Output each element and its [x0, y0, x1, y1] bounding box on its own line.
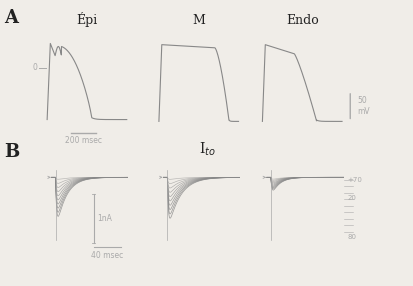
Text: 80: 80 — [347, 235, 356, 240]
Text: Endo: Endo — [285, 14, 318, 27]
Text: 20: 20 — [347, 195, 356, 201]
Text: A: A — [4, 9, 18, 27]
Text: 200 msec: 200 msec — [65, 136, 102, 145]
Text: 50
mV: 50 mV — [356, 96, 368, 116]
Text: 1nA: 1nA — [97, 214, 112, 223]
Text: I$_{to}$: I$_{to}$ — [198, 140, 215, 158]
Text: M: M — [192, 14, 205, 27]
Text: B: B — [4, 143, 19, 161]
Text: 40 msec: 40 msec — [91, 251, 123, 259]
Text: Épi: Épi — [76, 12, 97, 27]
Text: 0: 0 — [33, 63, 38, 72]
Text: +70: +70 — [347, 177, 361, 182]
